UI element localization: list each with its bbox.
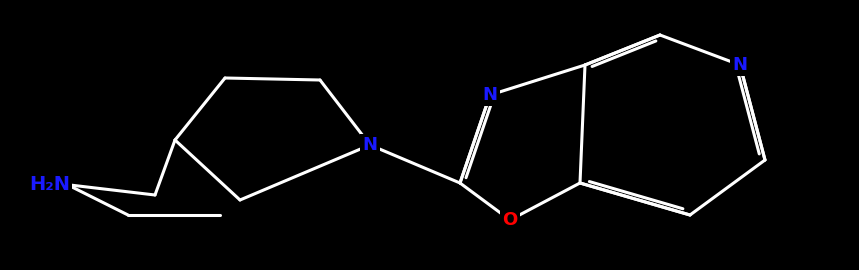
Text: N: N — [362, 136, 377, 154]
Text: H₂N: H₂N — [29, 176, 70, 194]
Text: N: N — [483, 86, 497, 104]
Text: O: O — [503, 211, 518, 229]
Text: N: N — [733, 56, 747, 74]
